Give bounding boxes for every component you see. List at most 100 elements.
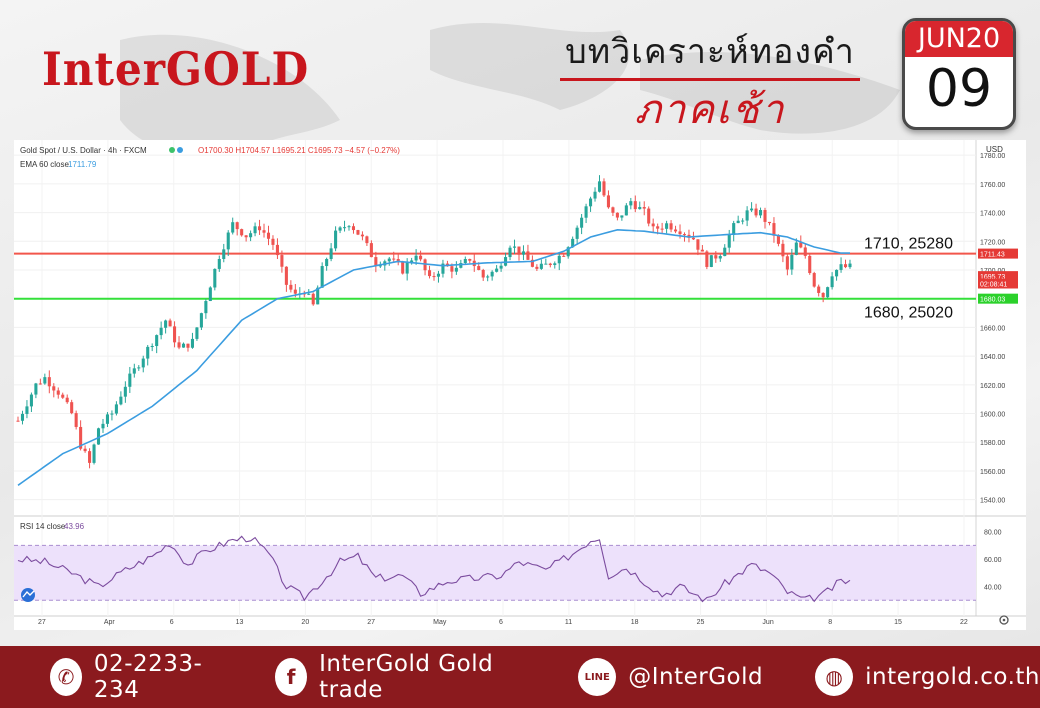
candle-body xyxy=(530,259,534,267)
level-annotation: 1710, 25280 xyxy=(864,236,953,253)
candle-body xyxy=(222,249,226,260)
headline-title: บทวิเคราะห์ทองคำ xyxy=(565,32,855,72)
candle-body xyxy=(320,266,324,288)
candle-body xyxy=(334,230,338,249)
candle-body xyxy=(763,210,767,222)
candle-body xyxy=(589,198,593,207)
candle-body xyxy=(271,238,275,245)
candle-body xyxy=(436,273,441,277)
candle-body xyxy=(419,255,423,260)
level-annotations: 1710, 25280 1680, 25020 xyxy=(864,236,953,322)
candle-body xyxy=(164,320,168,328)
candle-body xyxy=(338,227,342,231)
candle-body xyxy=(360,234,364,237)
candle-body xyxy=(208,287,212,302)
y-tick-label: 1740.00 xyxy=(980,211,1005,218)
candle-body xyxy=(741,220,745,222)
rsi-tick-label: 60.00 xyxy=(984,557,1002,564)
candle-body xyxy=(249,233,253,238)
candle-body xyxy=(20,413,25,421)
tradingview-logo-icon[interactable] xyxy=(21,588,35,602)
candle-body xyxy=(553,263,557,266)
candle-body xyxy=(190,338,194,348)
candle-body xyxy=(682,234,687,236)
candle-body xyxy=(785,256,789,270)
candle-body xyxy=(839,264,843,270)
candle-body xyxy=(195,327,199,339)
candle-body xyxy=(477,266,481,270)
candle-body xyxy=(141,358,145,368)
price-tag-label: 1695.73 xyxy=(980,274,1005,281)
candle-body xyxy=(343,227,347,229)
symbol-info: Gold Spot / U.S. Dollar · 4h · FXCM xyxy=(20,146,147,155)
candle-body xyxy=(660,228,664,230)
candle-body xyxy=(508,247,512,258)
candle-body xyxy=(539,263,543,269)
market-status-dot xyxy=(169,147,175,153)
headline-divider xyxy=(560,78,860,81)
footer-facebook[interactable]: f InterGold Gold trade xyxy=(275,651,526,703)
price-chart: 1780.001760.001740.001720.001700.001680.… xyxy=(14,140,1026,630)
candle-body xyxy=(830,276,834,288)
candle-body xyxy=(110,413,114,415)
candle-body xyxy=(571,238,575,248)
candle-body xyxy=(767,221,772,224)
footer-line[interactable]: LINE @InterGold xyxy=(578,658,763,696)
candle-body xyxy=(611,207,615,213)
candle-body xyxy=(414,255,418,261)
x-tick-label: 8 xyxy=(828,619,832,626)
data-status-dot xyxy=(177,147,183,153)
candle-body xyxy=(92,444,96,463)
settings-gear-icon[interactable] xyxy=(999,615,1009,625)
footer-phone-text: 02-2233-234 xyxy=(93,651,203,703)
candle-body xyxy=(803,247,807,256)
facebook-icon: f xyxy=(275,658,308,696)
candle-body xyxy=(638,207,642,210)
candle-body xyxy=(177,342,181,348)
candle-body xyxy=(808,255,812,274)
candle-body xyxy=(817,286,821,293)
candle-body xyxy=(132,368,136,374)
candle-body xyxy=(486,276,490,278)
headline: บทวิเคราะห์ทองคำ ภาคเช้า xyxy=(560,30,860,133)
rsi-line xyxy=(17,535,851,603)
candle-body xyxy=(651,223,655,227)
candle-body xyxy=(593,191,597,199)
candle-body xyxy=(387,258,391,262)
candle-body xyxy=(776,235,780,244)
candle-body xyxy=(629,201,633,206)
candle-body xyxy=(521,251,525,255)
candle-body xyxy=(557,255,561,264)
candle-body xyxy=(56,390,60,395)
candle-body xyxy=(665,223,669,229)
currency-label: USD xyxy=(986,145,1003,154)
candle-body xyxy=(727,235,731,248)
candle-body xyxy=(843,264,848,268)
footer-web[interactable]: ◍ intergold.co.th xyxy=(815,658,1040,696)
candle-body xyxy=(226,232,230,250)
candle-body xyxy=(392,258,396,260)
candle-body xyxy=(65,397,69,403)
candle-body xyxy=(410,260,414,263)
candle-body xyxy=(454,267,458,272)
candle-body xyxy=(495,268,499,272)
candle-body xyxy=(562,255,566,257)
candle-body xyxy=(580,217,584,228)
candle-body xyxy=(517,246,521,255)
candle-body xyxy=(759,210,763,216)
candle-body xyxy=(718,256,722,259)
candle-body xyxy=(490,271,494,277)
candle-body xyxy=(597,181,602,192)
candle-body xyxy=(714,255,718,259)
footer-phone[interactable]: ✆ 02-2233-234 xyxy=(50,651,223,703)
candle-body xyxy=(450,266,454,272)
y-tick-label: 1540.00 xyxy=(980,498,1005,505)
candle-body xyxy=(526,251,530,260)
candle-body xyxy=(119,396,123,405)
background-map xyxy=(120,22,900,170)
price-tag-label: 1680.03 xyxy=(980,297,1005,304)
price-tag xyxy=(978,248,1018,259)
price-tag xyxy=(978,293,1018,304)
chart-panel: 1780.001760.001740.001720.001700.001680.… xyxy=(14,140,1026,630)
x-tick-label: 22 xyxy=(960,619,968,626)
